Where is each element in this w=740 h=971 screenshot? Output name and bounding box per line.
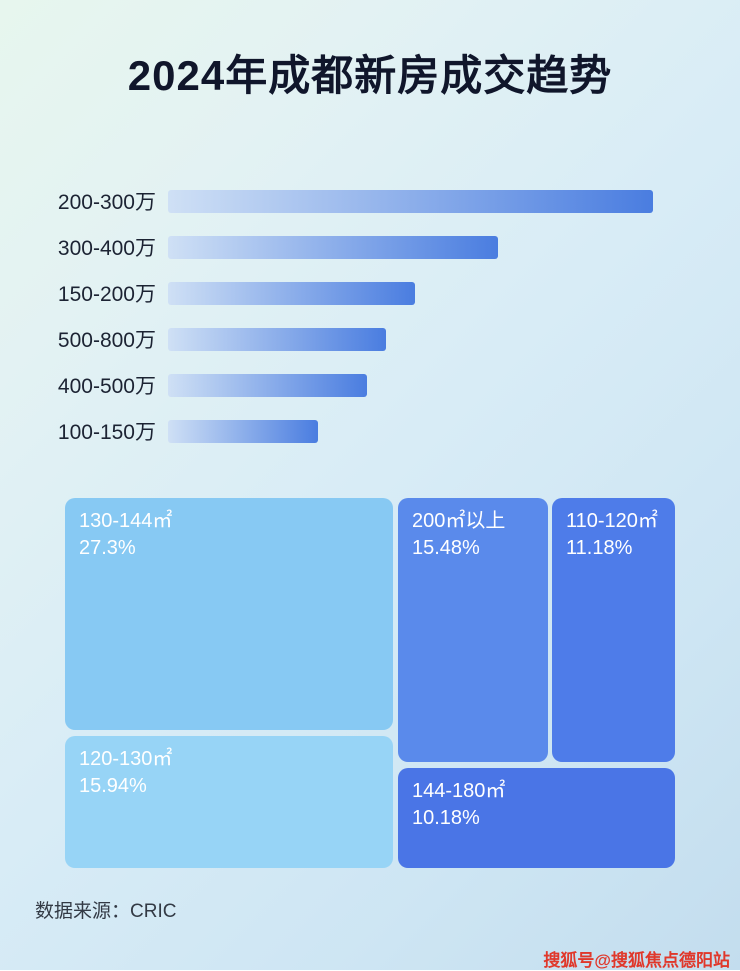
data-source-label: 数据来源：CRIC [35,901,177,922]
bar [168,373,367,397]
treemap-value: 15.94% [79,775,147,797]
bar [168,281,415,305]
treemap-label: 110-120㎡ [566,510,658,532]
bar-label: 400-500万 [57,375,156,398]
bar-row: 100-150万 [0,408,740,454]
page-title: 2024年成都新房成交趋势 [127,52,613,99]
bar-chart: 200-300万 300-400万 150-200万 500-800万 400-… [0,178,740,454]
treemap-block-130-144: 130-144㎡ 27.3% [65,498,393,730]
treemap: 130-144㎡ 27.3% 120-130㎡ 15.94% 200㎡以上 15… [65,498,675,868]
treemap-value: 10.18% [412,807,480,829]
treemap-label: 130-144㎡ [79,510,173,532]
bar-label: 200-300万 [57,191,156,214]
bar [168,419,318,443]
bar-row: 300-400万 [0,224,740,270]
watermark: 搜狐号@搜狐焦点德阳站 [543,951,730,970]
bar-label: 150-200万 [57,283,156,306]
bar-row: 200-300万 [0,178,740,224]
treemap-block-144-180: 144-180㎡ 10.18% [398,768,675,868]
treemap-block-110-120: 110-120㎡ 11.18% [552,498,675,762]
treemap-value: 27.3% [79,537,136,559]
treemap-label: 144-180㎡ [412,780,506,802]
treemap-value: 15.48% [412,537,480,559]
bar-label: 500-800万 [57,329,156,352]
bar-label: 100-150万 [57,421,156,444]
bar [168,235,498,259]
treemap-label: 200㎡以上 [412,510,506,532]
bar-row: 500-800万 [0,316,740,362]
treemap-block-200-plus: 200㎡以上 15.48% [398,498,548,762]
bar [168,327,386,351]
bar [168,189,653,213]
bar-row: 400-500万 [0,362,740,408]
treemap-label: 120-130㎡ [79,748,173,770]
bar-label: 300-400万 [57,237,156,260]
bar-row: 150-200万 [0,270,740,316]
treemap-value: 11.18% [566,537,633,559]
treemap-block-120-130: 120-130㎡ 15.94% [65,736,393,868]
